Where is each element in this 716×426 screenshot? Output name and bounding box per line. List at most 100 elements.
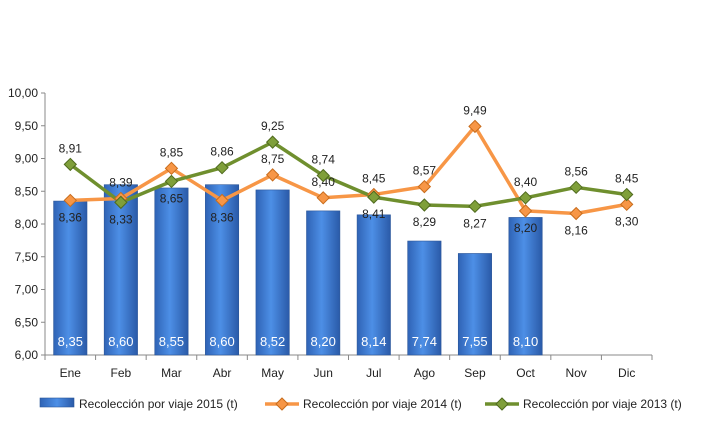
legend-label-2015: Recolección por viaje 2015 (t)	[79, 397, 238, 411]
legend-swatch-2015	[39, 397, 75, 408]
marker-2014	[316, 191, 330, 205]
legend: Recolección por viaje 2015 (t) Recolecció…	[39, 397, 682, 411]
bar-label-2015: 8,52	[260, 334, 285, 349]
marker-2013	[367, 190, 381, 204]
x-tick-label: Oct	[516, 366, 535, 380]
data-label-2013: 8,33	[109, 212, 133, 226]
marker-2013	[518, 191, 533, 205]
data-label-2014: 8,30	[615, 214, 639, 228]
marker-2013	[569, 180, 583, 195]
y-tick-label: 9,50	[15, 119, 39, 133]
data-label-2013: 8,29	[413, 215, 437, 229]
marker-2014	[164, 161, 179, 176]
marker-2013	[620, 187, 634, 202]
y-tick-label: 7,00	[15, 283, 39, 297]
marker-2014	[569, 206, 583, 221]
data-label-2013: 8,41	[362, 207, 386, 221]
line-2013	[69, 140, 627, 209]
bar-2015	[407, 240, 442, 356]
x-tick-label: Jun	[314, 366, 333, 380]
bar-label-2015: 8,60	[209, 334, 234, 349]
y-tick-label: 6,50	[15, 315, 39, 329]
bar-series-2015: 8,35 8,60 8,55 8,60 8,52 8,20 8,14 7,74 7,55 8,10	[53, 184, 543, 356]
bar-label-2015: 8,10	[513, 334, 538, 349]
legend-label-2013: Recolección por viaje 2013 (t)	[523, 397, 682, 411]
legend-label-2014: Recolección por viaje 2014 (t)	[303, 397, 462, 411]
data-label-2014: 8,20	[514, 221, 538, 235]
marker-2014	[215, 193, 229, 208]
data-label-2013: 8,86	[210, 145, 234, 159]
marker-2014	[468, 119, 482, 134]
x-tick-label: Nov	[565, 366, 586, 380]
bar-2015	[205, 184, 240, 356]
bar-2015	[457, 253, 492, 356]
marker-2014	[63, 193, 77, 208]
bar-2015	[255, 189, 290, 356]
data-label-2014: 8,16	[564, 224, 588, 238]
bar-label-2015: 8,14	[361, 334, 386, 349]
bar-label-2015: 8,60	[108, 334, 133, 349]
data-label-2013: 8,27	[463, 216, 487, 230]
bar-label-2015: 8,20	[311, 334, 336, 349]
data-label-2014: 8,75	[261, 152, 285, 166]
marker-2014	[265, 168, 280, 182]
bar-label-2015: 8,35	[58, 334, 83, 349]
data-label-2013: 8,91	[59, 141, 83, 155]
x-tick-label: Sep	[464, 366, 486, 380]
y-tick-label: 8,50	[15, 184, 39, 198]
y-tick-label: 9,00	[15, 152, 39, 166]
legend-marker-2013	[495, 397, 509, 411]
marker-2013	[215, 160, 229, 175]
y-tick-label: 8,00	[15, 217, 39, 231]
marker-2013	[265, 135, 280, 149]
marker-2013	[417, 198, 432, 212]
y-tick-label: 6,00	[15, 348, 39, 362]
bar-label-2015: 8,55	[159, 334, 184, 349]
bar-label-2015: 7,55	[462, 334, 487, 349]
bar-2015	[306, 210, 341, 356]
bar-2015	[103, 184, 138, 356]
marker-2013	[164, 174, 179, 189]
data-label-2013: 8,74	[312, 153, 336, 167]
data-label-2013: 8,56	[564, 164, 588, 178]
data-label-2014: 8,39	[109, 175, 133, 189]
marker-2013	[63, 157, 77, 172]
bar-2015	[508, 217, 543, 356]
x-tick-label: Abr	[213, 366, 232, 380]
line-series: 8,36 8,39 8,85 8,36 8,75 8,40 8,45 8,57 9,49 8,20…	[59, 103, 639, 237]
data-label-2014: 8,45	[362, 172, 386, 186]
data-label-2014: 8,36	[210, 210, 234, 224]
x-tick-label: Dic	[618, 366, 635, 380]
bar-label-2015: 7,74	[412, 334, 437, 349]
x-tick-label: Feb	[111, 366, 132, 380]
y-tick-label: 7,50	[15, 250, 39, 264]
x-tick-label: Ago	[414, 366, 436, 380]
marker-2014	[417, 179, 432, 194]
data-label-2014: 8,85	[160, 145, 184, 159]
x-tick-label: Mar	[161, 366, 182, 380]
data-label-2013: 8,40	[514, 175, 538, 189]
data-label-2014: 8,36	[59, 210, 83, 224]
legend-marker-2014	[275, 397, 289, 411]
bar-2015	[53, 200, 88, 356]
data-label-2013: 8,45	[615, 172, 639, 186]
data-label-2013: 8,65	[160, 191, 184, 205]
x-tick-label: Jul	[366, 366, 381, 380]
data-label-2014: 8,57	[413, 164, 437, 178]
marker-2013	[114, 195, 128, 210]
marker-2013	[468, 199, 482, 214]
line-2014	[70, 124, 628, 216]
marker-2014	[518, 204, 533, 218]
x-tick-label: May	[261, 366, 284, 380]
bar-2015	[154, 187, 189, 356]
y-axis: 6,00 6,50 7,00 7,50 8,00 8,50 9,00 9,50 10,00	[8, 86, 46, 362]
marker-2014	[620, 197, 634, 212]
x-tick-label: Ene	[60, 366, 82, 380]
x-axis: Ene Feb Mar Abr May Jun Jul Ago Sep Oct Nov Dic	[44, 354, 653, 380]
y-tick-label: 10,00	[8, 86, 38, 100]
data-label-2014: 9,49	[463, 103, 487, 117]
bar-2015	[356, 214, 391, 356]
data-label-2013: 9,25	[261, 119, 285, 133]
marker-2013	[316, 168, 330, 183]
